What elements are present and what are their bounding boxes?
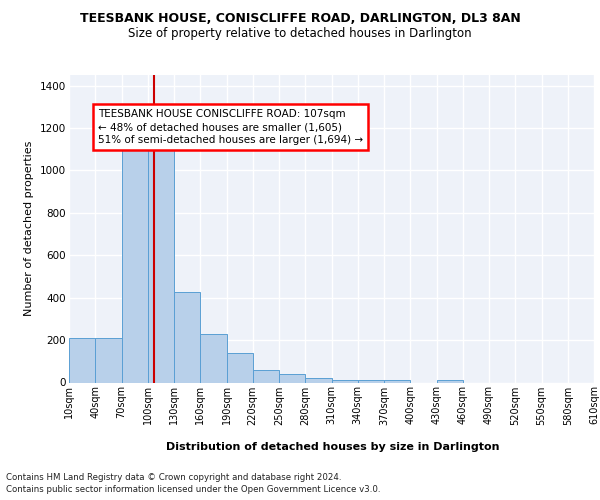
Bar: [121, 143, 148, 382]
Bar: [69, 338, 95, 382]
Bar: [200, 334, 227, 382]
Bar: [279, 374, 305, 382]
Bar: [358, 380, 384, 382]
Bar: [384, 380, 410, 382]
Text: Contains HM Land Registry data © Crown copyright and database right 2024.: Contains HM Land Registry data © Crown c…: [6, 472, 341, 482]
Bar: [332, 380, 358, 382]
Bar: [174, 292, 200, 382]
Bar: [227, 353, 253, 382]
Bar: [437, 380, 463, 382]
Text: TEESBANK HOUSE, CONISCLIFFE ROAD, DARLINGTON, DL3 8AN: TEESBANK HOUSE, CONISCLIFFE ROAD, DARLIN…: [80, 12, 520, 26]
Bar: [253, 370, 279, 382]
Bar: [305, 378, 331, 382]
Text: Distribution of detached houses by size in Darlington: Distribution of detached houses by size …: [166, 442, 500, 452]
Text: Contains public sector information licensed under the Open Government Licence v3: Contains public sector information licen…: [6, 485, 380, 494]
Bar: [95, 338, 121, 382]
Text: TEESBANK HOUSE CONISCLIFFE ROAD: 107sqm
← 48% of detached houses are smaller (1,: TEESBANK HOUSE CONISCLIFFE ROAD: 107sqm …: [98, 109, 363, 146]
Bar: [148, 147, 174, 382]
Y-axis label: Number of detached properties: Number of detached properties: [25, 141, 34, 316]
Text: Size of property relative to detached houses in Darlington: Size of property relative to detached ho…: [128, 28, 472, 40]
